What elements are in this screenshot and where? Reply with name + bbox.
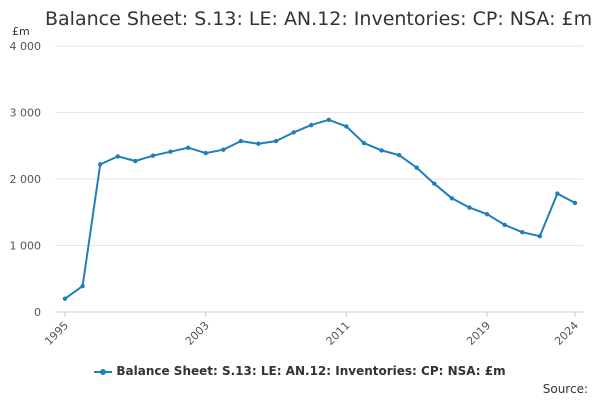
x-axis-ticks: 1995 2003 2011 2019 2024 [42,312,581,348]
data-point-2001[interactable] [168,149,173,154]
x-tick-label: 2019 [464,319,493,348]
data-point-1995[interactable] [62,296,68,301]
y-tick-label: 1 000 [10,240,42,253]
y-axis-unit-label: £m [12,25,30,38]
data-point-1998[interactable] [115,154,120,159]
y-tick-label: 4 000 [10,40,42,53]
source-label: Source: [542,382,588,396]
data-point-2012[interactable] [361,140,367,146]
data-point-2017[interactable] [449,196,455,201]
legend[interactable]: Balance Sheet: S.13: LE: AN.12: Inventor… [0,364,600,378]
chart-title: Balance Sheet: S.13: LE: AN.12: Inventor… [45,8,593,30]
data-point-2019[interactable] [484,212,490,217]
data-point-2010[interactable] [326,117,331,123]
data-point-2020[interactable] [502,222,507,228]
data-point-2016[interactable] [432,181,437,186]
data-point-2003[interactable] [203,150,208,156]
data-point-2004[interactable] [221,147,226,152]
data-point-2000[interactable] [150,153,156,158]
data-point-1997[interactable] [97,162,103,167]
data-point-2021[interactable] [520,230,525,235]
x-tick-label: 2024 [552,319,581,348]
legend-label: Balance Sheet: S.13: LE: AN.12: Inventor… [116,364,506,378]
data-point-2018[interactable] [467,205,472,210]
data-point-1996[interactable] [80,283,85,289]
y-tick-label: 2 000 [10,173,42,186]
gridlines [55,45,583,313]
data-point-2015[interactable] [414,165,419,170]
data-point-2002[interactable] [185,145,191,150]
data-point-1999[interactable] [133,158,138,164]
series-group [62,117,578,301]
x-tick-label: 2003 [183,319,212,348]
data-point-2013[interactable] [379,148,384,153]
data-point-2023[interactable] [555,191,560,196]
data-point-2024[interactable] [572,200,578,206]
data-point-2011[interactable] [344,124,349,129]
data-point-2009[interactable] [309,122,314,128]
x-tick-label: 2011 [324,319,353,348]
x-tick-label: 1995 [42,319,71,348]
series-line [64,118,576,300]
y-tick-label: 3 000 [10,107,42,120]
data-point-2022[interactable] [537,233,543,239]
data-point-2014[interactable] [396,152,402,158]
y-tick-label: 0 [34,306,41,319]
data-point-2005[interactable] [238,138,244,144]
data-point-2008[interactable] [291,130,296,135]
legend-swatch [94,367,113,377]
data-point-2006[interactable] [256,141,261,146]
y-axis-ticks: 0 1 000 2 000 3 000 4 000 [10,40,42,319]
data-point-2007[interactable] [273,138,279,144]
